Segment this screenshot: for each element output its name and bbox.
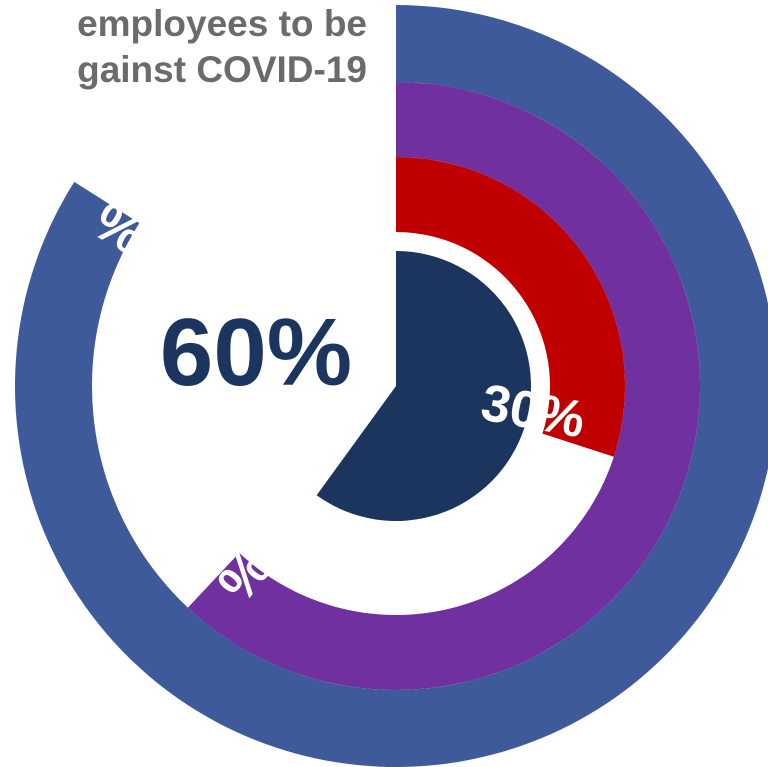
arc-core (316, 251, 531, 522)
chart-title-line-2: gainst COVID-19 (77, 49, 367, 90)
arc-inner (396, 157, 625, 457)
center-value-label: 60% (160, 299, 352, 406)
arc-middle (187, 82, 701, 690)
chart-title-line-1: employees to be (77, 3, 367, 44)
arc-layer (15, 5, 768, 767)
